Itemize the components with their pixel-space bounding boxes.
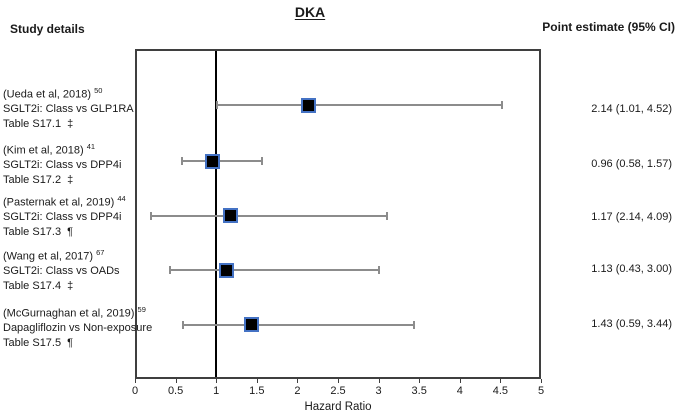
estimate-marker [222,208,238,223]
table-footnote-symbol: ¶ [67,225,74,238]
study-table: Table S17.2 ‡ [3,173,74,186]
point-estimate-value: 1.43 (0.59, 3.44) [591,318,672,330]
estimate-marker [205,153,221,169]
x-tick-mark [175,379,177,383]
x-tick-mark [459,379,461,383]
figure-title: DKA [294,4,326,20]
ci-line [182,323,415,326]
point-estimate-value: 1.17 (2.14, 4.09) [591,211,672,223]
study-comparison: SGLT2i: Class vs OADs [3,265,120,278]
reference-line [215,49,218,379]
study-comparison: SGLT2i: Class vs GLP1RA [3,103,134,116]
ci-cap-right [385,211,388,220]
point-estimate-value: 2.14 (1.01, 4.52) [591,103,672,115]
ci-cap-right [501,101,504,109]
ci-cap-right [413,320,416,329]
reference-number: 67 [96,248,105,257]
x-tick-label: 3 [375,385,382,397]
study-citation: (Ueda et al, 2018) 50 [3,86,103,101]
x-tick-label: 0 [131,385,139,397]
study-table: Table S17.4 ‡ [3,279,74,292]
ci-cap-left [168,266,171,274]
table-footnote-symbol: ‡ [67,279,74,292]
x-tick-label: 3.5 [411,385,427,397]
x-tick-mark [135,379,136,383]
ci-cap-left [181,157,184,165]
x-tick-label: 4 [456,385,463,397]
study-block: (Pasternak et al, 2019) 44 SGLT2i: Class … [3,192,126,239]
x-tick-label: 5 [537,385,545,397]
point-estimate-value: 0.96 (0.58, 1.57) [591,158,672,170]
point-estimate-value: 1.13 (0.43, 3.00) [591,263,672,275]
study-block: (McGurnaghan et al, 2019) 59 Dapagliflozi… [3,303,152,350]
table-footnote-symbol: ¶ [67,336,74,349]
x-tick-label: 2 [294,385,301,397]
x-tick-mark [216,379,218,383]
study-comparison: Dapagliflozin vs Non-exposure [3,322,153,335]
study-comparison: SGLT2i: Class vs DPP4i [3,159,122,172]
plot-frame [135,49,541,379]
ci-cap-left [216,101,218,109]
point-estimate-header: Point estimate (95% CI) [542,20,675,34]
x-tick-label: 1.5 [249,385,265,397]
x-tick-label: 0.5 [167,385,184,397]
study-citation: (Wang et al, 2017) 67 [3,248,105,263]
x-tick-mark [256,379,258,383]
study-citation: (McGurnaghan et al, 2019) 59 [3,305,146,320]
study-citation: (Pasternak et al, 2019) 44 [3,194,126,209]
plot-area [135,49,541,379]
x-axis-label: Hazard Ratio [304,401,372,413]
x-tick-label: 4.5 [492,385,509,397]
x-tick-label: 2.5 [330,385,346,397]
study-details-header: Study details [10,22,85,36]
x-tick-mark [378,379,380,383]
ci-cap-right [377,266,380,274]
ci-cap-left [150,211,153,220]
ci-line [169,269,379,271]
reference-number: 59 [137,305,146,314]
x-tick-mark [338,379,339,383]
study-block: (Wang et al, 2017) 67 SGLT2i: Class vs OA… [3,246,120,293]
study-table: Table S17.3 ¶ [3,225,74,238]
reference-number: 41 [86,142,96,151]
study-block: (Kim et al, 2018) 41 SGLT2i: Class vs DPP… [3,140,121,187]
study-table: Table S17.5 ¶ [3,336,74,349]
x-tick-mark [419,379,421,383]
table-footnote-symbol: ‡ [67,117,74,130]
ci-cap-left [181,320,184,329]
estimate-marker [301,97,317,113]
study-comparison: SGLT2i: Class vs DPP4i [3,211,122,224]
x-tick-mark [541,379,542,383]
ci-line [151,214,387,217]
study-citation: (Kim et al, 2018) 41 [3,142,96,157]
table-footnote-symbol: ‡ [67,173,74,186]
reference-number: 50 [94,86,103,95]
estimate-marker [243,317,259,332]
ci-line [217,104,502,106]
x-tick-mark [297,379,299,383]
study-block: (Ueda et al, 2018) 50 SGLT2i: Class vs GL… [3,84,134,131]
x-tick-mark [500,379,502,383]
ci-cap-right [261,157,264,165]
x-tick-label: 1 [213,385,220,397]
ci-line [182,160,263,162]
study-table: Table S17.1 ‡ [3,117,74,130]
reference-number: 44 [117,194,126,203]
estimate-marker [219,262,235,278]
